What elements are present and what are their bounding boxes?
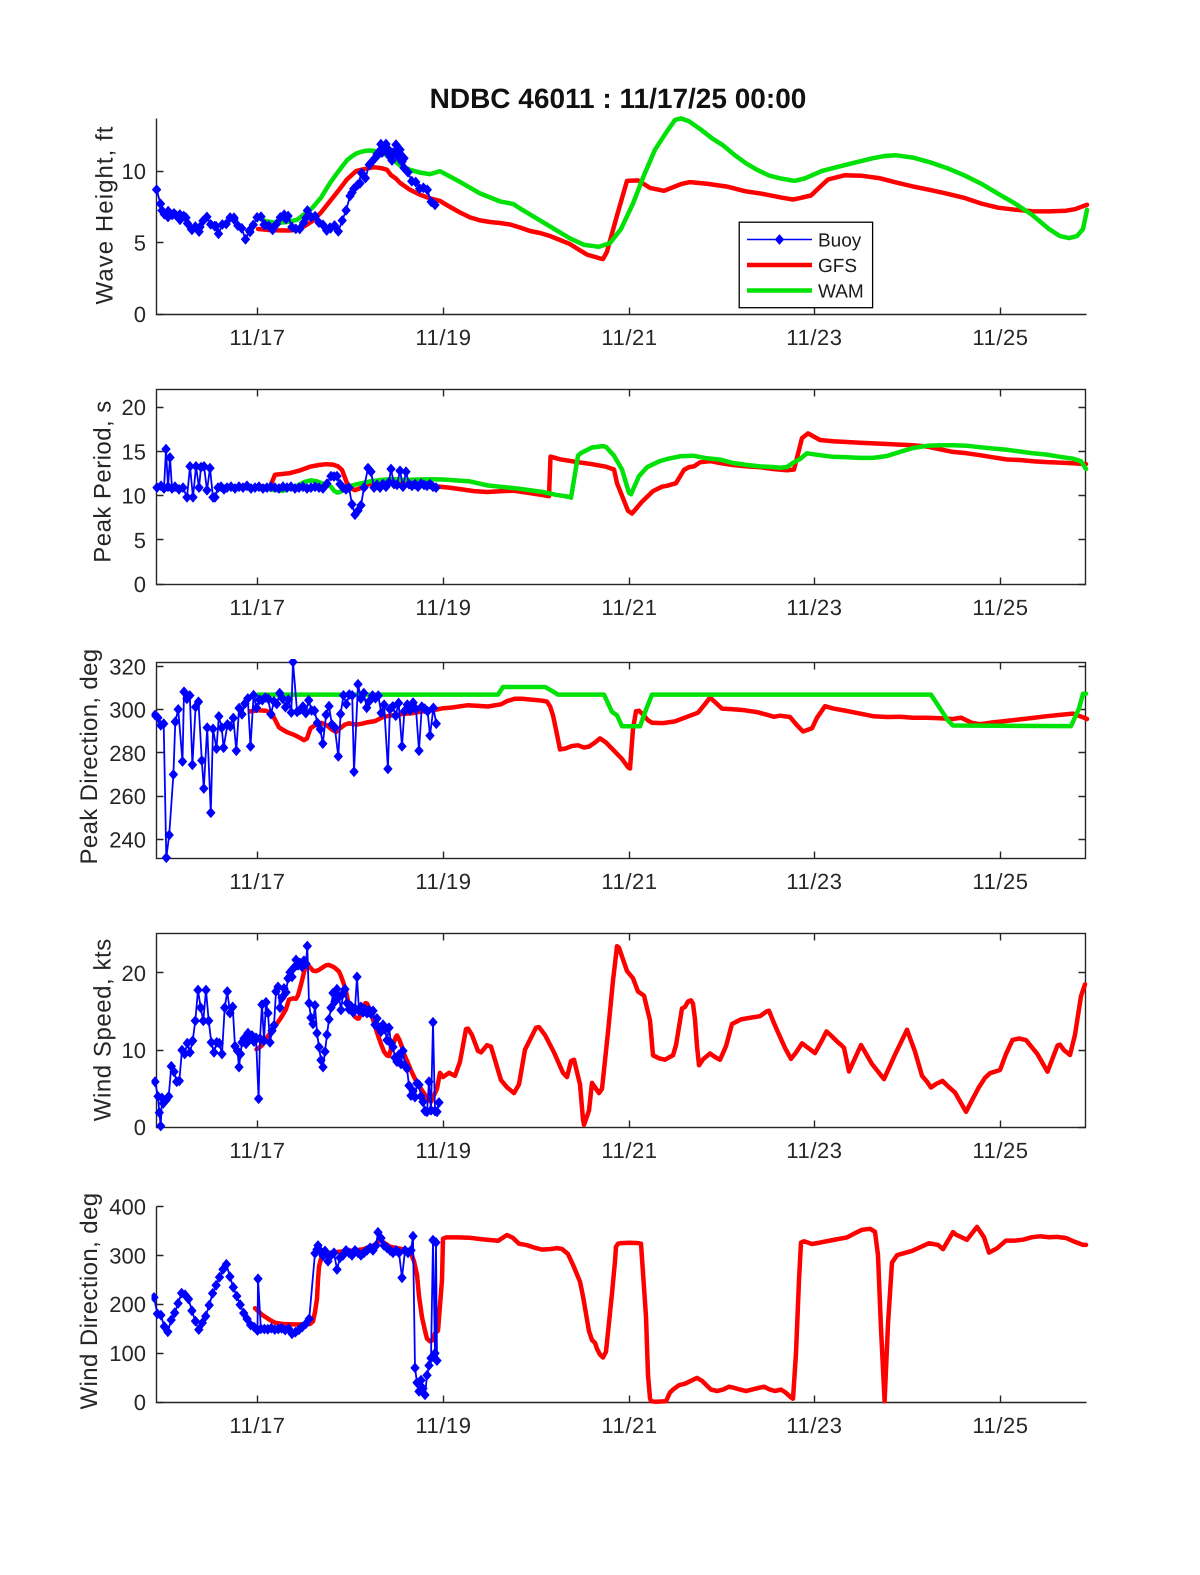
svg-text:0: 0 <box>134 572 146 597</box>
svg-text:320: 320 <box>109 655 146 680</box>
svg-text:11/25: 11/25 <box>972 325 1028 350</box>
svg-text:11/19: 11/19 <box>415 595 471 620</box>
svg-text:11/21: 11/21 <box>601 869 657 894</box>
svg-text:11/19: 11/19 <box>415 869 471 894</box>
svg-text:11/23: 11/23 <box>786 325 842 350</box>
svg-text:15: 15 <box>122 439 146 464</box>
svg-text:11/23: 11/23 <box>786 1413 842 1438</box>
svg-text:Peak Period, s: Peak Period, s <box>90 400 117 562</box>
svg-text:10: 10 <box>122 159 146 184</box>
svg-text:11/21: 11/21 <box>601 1138 657 1163</box>
svg-text:11/23: 11/23 <box>786 869 842 894</box>
svg-text:200: 200 <box>109 1292 146 1317</box>
svg-text:Buoy: Buoy <box>818 231 862 252</box>
svg-text:100: 100 <box>109 1341 146 1366</box>
svg-text:11/23: 11/23 <box>786 595 842 620</box>
svg-text:GFS: GFS <box>818 256 857 277</box>
svg-text:Wind Direction, deg: Wind Direction, deg <box>76 1192 103 1409</box>
svg-text:11/25: 11/25 <box>972 869 1028 894</box>
svg-text:20: 20 <box>122 395 146 420</box>
svg-text:11/21: 11/21 <box>601 325 657 350</box>
svg-text:11/19: 11/19 <box>415 1138 471 1163</box>
svg-text:300: 300 <box>109 698 146 723</box>
svg-text:Wave Height, ft: Wave Height, ft <box>92 126 119 305</box>
svg-text:400: 400 <box>109 1194 146 1219</box>
svg-text:11/19: 11/19 <box>415 1413 471 1438</box>
svg-text:280: 280 <box>109 741 146 766</box>
svg-text:10: 10 <box>122 484 146 509</box>
svg-text:Wind Speed, kts: Wind Speed, kts <box>90 938 117 1121</box>
svg-text:11/23: 11/23 <box>786 1138 842 1163</box>
svg-text:10: 10 <box>122 1038 146 1063</box>
svg-text:11/17: 11/17 <box>229 595 285 620</box>
svg-text:Peak Direction, deg: Peak Direction, deg <box>76 649 103 865</box>
svg-text:260: 260 <box>109 784 146 809</box>
svg-text:11/21: 11/21 <box>601 595 657 620</box>
svg-text:11/25: 11/25 <box>972 1413 1028 1438</box>
svg-text:11/19: 11/19 <box>415 325 471 350</box>
svg-text:11/25: 11/25 <box>972 595 1028 620</box>
svg-text:11/25: 11/25 <box>972 1138 1028 1163</box>
svg-text:0: 0 <box>134 1390 146 1415</box>
svg-text:11/17: 11/17 <box>229 1138 285 1163</box>
svg-text:300: 300 <box>109 1243 146 1268</box>
svg-text:11/17: 11/17 <box>229 325 285 350</box>
svg-text:11/21: 11/21 <box>601 1413 657 1438</box>
svg-text:5: 5 <box>134 231 146 256</box>
svg-text:5: 5 <box>134 528 146 553</box>
svg-text:WAM: WAM <box>818 282 864 303</box>
svg-text:11/17: 11/17 <box>229 1413 285 1438</box>
svg-text:20: 20 <box>122 961 146 986</box>
svg-text:11/17: 11/17 <box>229 869 285 894</box>
svg-text:0: 0 <box>134 1115 146 1140</box>
svg-text:0: 0 <box>134 302 146 327</box>
svg-text:240: 240 <box>109 827 146 852</box>
svg-text:NDBC 46011 : 11/17/25 00:00: NDBC 46011 : 11/17/25 00:00 <box>430 83 807 114</box>
